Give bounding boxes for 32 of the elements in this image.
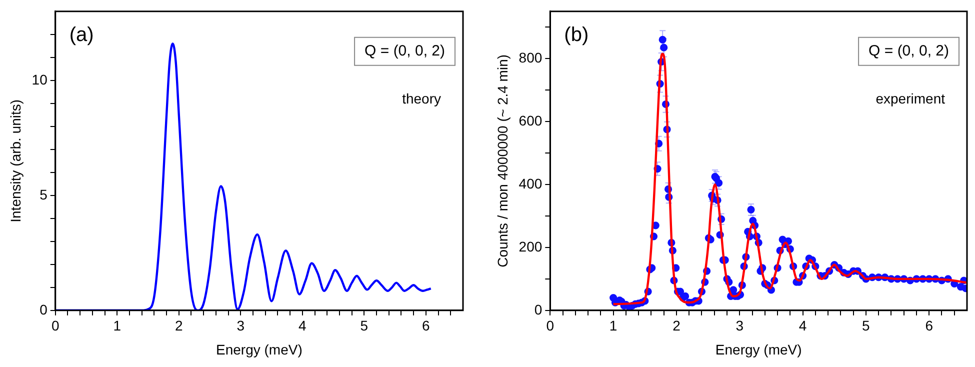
x-tick-label: 6 — [422, 318, 430, 334]
annotation: Q = (0, 0, 2) — [868, 42, 950, 60]
x-tick-label: 4 — [298, 318, 307, 334]
y-tick-label: 10 — [32, 71, 48, 88]
annotation: (b) — [564, 24, 589, 46]
x-tick-label: 0 — [546, 318, 554, 334]
annotation: theory — [402, 90, 441, 106]
x-tick-label: 1 — [113, 318, 122, 334]
x-tick-label: 2 — [174, 318, 183, 334]
annotation: experiment — [876, 90, 946, 106]
x-tick-label: 3 — [736, 318, 744, 334]
y-tick-label: 400 — [518, 175, 542, 192]
x-tick-label: 2 — [672, 318, 681, 334]
x-tick-label: 4 — [798, 318, 807, 334]
annotation: Q = (0, 0, 2) — [364, 42, 446, 60]
x-tick-label: 5 — [360, 318, 368, 334]
x-tick-label: 5 — [862, 318, 870, 334]
y-tick-label: 0 — [40, 301, 48, 318]
y-tick-label: 200 — [518, 238, 542, 254]
x-axis-title: Energy (meV) — [715, 341, 802, 358]
x-tick-label: 6 — [925, 318, 934, 334]
y-tick-label: 5 — [40, 186, 48, 202]
x-tick-label: 0 — [51, 318, 60, 334]
x-axis-title: Energy (meV) — [216, 341, 302, 358]
y-tick-label: 800 — [518, 49, 542, 66]
annotation: (a) — [69, 24, 94, 46]
y-tick-label: 600 — [518, 112, 542, 128]
y-axis-title: Intensity (arb. units) — [7, 99, 24, 222]
y-axis-title: Counts / mon 4000000 (~ 2.4 min) — [494, 54, 510, 268]
x-tick-label: 3 — [236, 318, 245, 334]
y-tick-label: 0 — [534, 301, 542, 318]
x-tick-label: 1 — [609, 318, 618, 334]
